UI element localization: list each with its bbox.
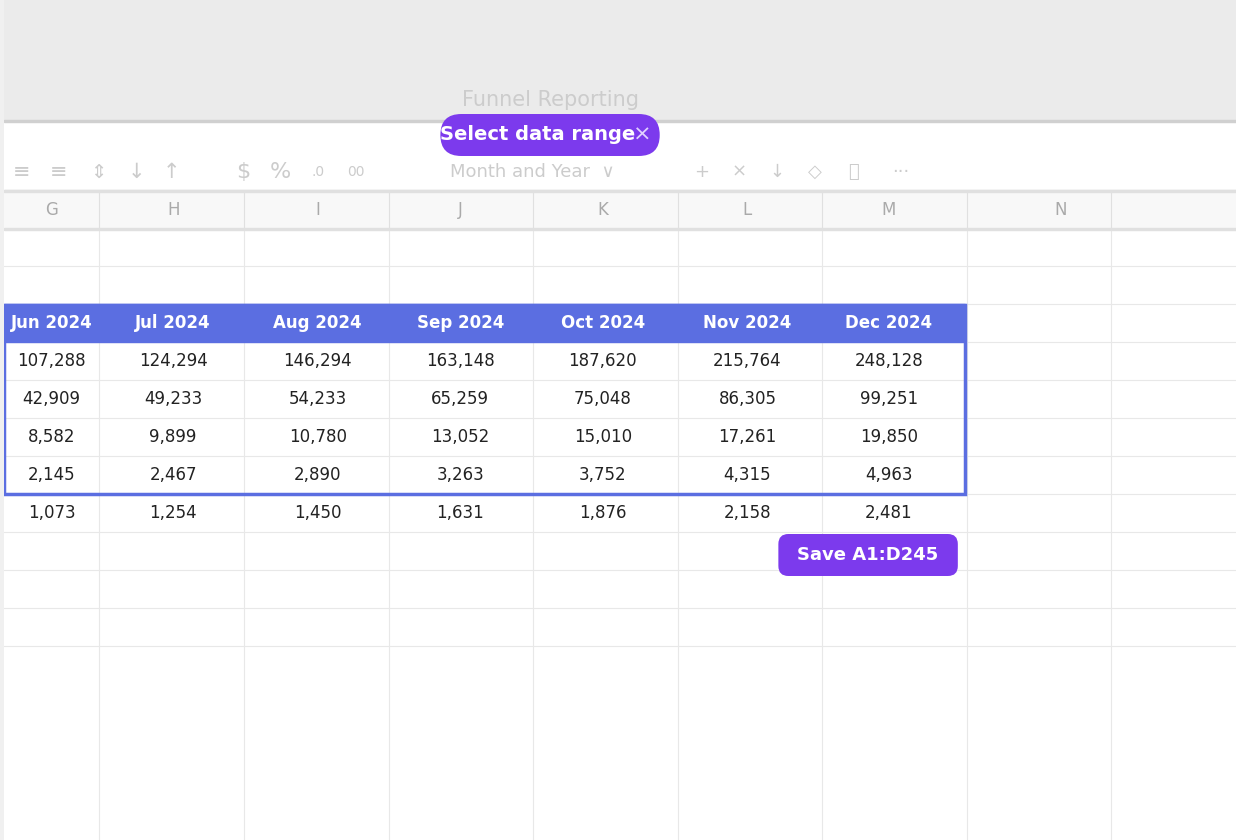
Text: 54,233: 54,233	[289, 390, 347, 408]
Text: $: $	[236, 162, 250, 182]
Text: 13,052: 13,052	[431, 428, 489, 446]
Text: 17,261: 17,261	[718, 428, 776, 446]
Text: 49,233: 49,233	[145, 390, 203, 408]
Text: 1,073: 1,073	[27, 504, 75, 522]
Text: Select data range: Select data range	[440, 125, 635, 144]
Text: K: K	[597, 201, 608, 219]
Bar	[4, 190, 1236, 192]
Text: ↓: ↓	[770, 163, 785, 181]
Text: 3,263: 3,263	[436, 466, 485, 484]
Text: ↓: ↓	[127, 162, 145, 182]
Text: Funnel Reporting: Funnel Reporting	[461, 90, 639, 110]
Text: 2,158: 2,158	[723, 504, 771, 522]
Bar	[4, 305, 965, 494]
Text: 107,288: 107,288	[17, 352, 85, 370]
Text: 4,315: 4,315	[723, 466, 771, 484]
Bar	[4, 190, 1236, 192]
Bar	[4, 0, 1236, 120]
Text: 248,128: 248,128	[854, 352, 923, 370]
Text: 9,899: 9,899	[150, 428, 197, 446]
Text: 42,909: 42,909	[22, 390, 80, 408]
Bar	[4, 120, 1236, 122]
Text: ⇕: ⇕	[90, 162, 106, 181]
Text: +: +	[695, 163, 709, 181]
Text: 19,850: 19,850	[860, 428, 918, 446]
Text: ×: ×	[732, 163, 747, 181]
Text: 15,010: 15,010	[574, 428, 632, 446]
Text: 1,631: 1,631	[436, 504, 485, 522]
Text: 75,048: 75,048	[574, 390, 632, 408]
Text: J: J	[457, 201, 462, 219]
Text: 2,145: 2,145	[27, 466, 75, 484]
Text: Jul 2024: Jul 2024	[136, 314, 211, 332]
Text: Dec 2024: Dec 2024	[845, 314, 933, 332]
Text: 4,963: 4,963	[865, 466, 912, 484]
Text: 1,254: 1,254	[150, 504, 197, 522]
FancyBboxPatch shape	[779, 534, 958, 576]
Text: H: H	[167, 201, 179, 219]
Text: %: %	[271, 162, 292, 182]
Text: 8,582: 8,582	[27, 428, 75, 446]
Text: ≡: ≡	[49, 162, 67, 182]
Text: Jun 2024: Jun 2024	[11, 314, 93, 332]
Text: .0: .0	[311, 165, 324, 179]
Text: 146,294: 146,294	[283, 352, 352, 370]
Text: 1,450: 1,450	[294, 504, 341, 522]
Text: 187,620: 187,620	[569, 352, 638, 370]
Text: I: I	[315, 201, 320, 219]
Bar	[4, 122, 1236, 190]
Text: Nov 2024: Nov 2024	[703, 314, 791, 332]
Bar	[4, 228, 1236, 230]
Text: Month and Year  ∨: Month and Year ∨	[450, 163, 614, 181]
Text: 🔍: 🔍	[848, 163, 859, 181]
Text: 86,305: 86,305	[718, 390, 776, 408]
Text: 1,876: 1,876	[580, 504, 627, 522]
Text: 99,251: 99,251	[860, 390, 918, 408]
Text: ×: ×	[633, 125, 651, 145]
Text: Aug 2024: Aug 2024	[273, 314, 362, 332]
Text: ···: ···	[892, 163, 910, 181]
Text: 65,259: 65,259	[431, 390, 489, 408]
Text: ◇: ◇	[808, 163, 822, 181]
Text: Save A1:D245: Save A1:D245	[797, 546, 938, 564]
Text: Oct 2024: Oct 2024	[561, 314, 645, 332]
Text: N: N	[1054, 201, 1067, 219]
Text: 2,467: 2,467	[150, 466, 197, 484]
Text: 215,764: 215,764	[713, 352, 781, 370]
Text: M: M	[881, 201, 896, 219]
Text: Sep 2024: Sep 2024	[417, 314, 504, 332]
Text: 163,148: 163,148	[426, 352, 494, 370]
Text: 2,481: 2,481	[865, 504, 913, 522]
Bar	[4, 228, 1236, 840]
Text: L: L	[743, 201, 751, 219]
Text: 124,294: 124,294	[138, 352, 208, 370]
Bar	[4, 304, 965, 342]
FancyBboxPatch shape	[440, 114, 660, 156]
Text: 3,752: 3,752	[580, 466, 627, 484]
Text: 2,890: 2,890	[294, 466, 341, 484]
Text: ↑: ↑	[162, 162, 180, 182]
Text: ≡: ≡	[12, 162, 31, 182]
Text: 10,780: 10,780	[289, 428, 347, 446]
Text: 00: 00	[347, 165, 365, 179]
Text: G: G	[44, 201, 58, 219]
Bar	[4, 192, 1236, 228]
